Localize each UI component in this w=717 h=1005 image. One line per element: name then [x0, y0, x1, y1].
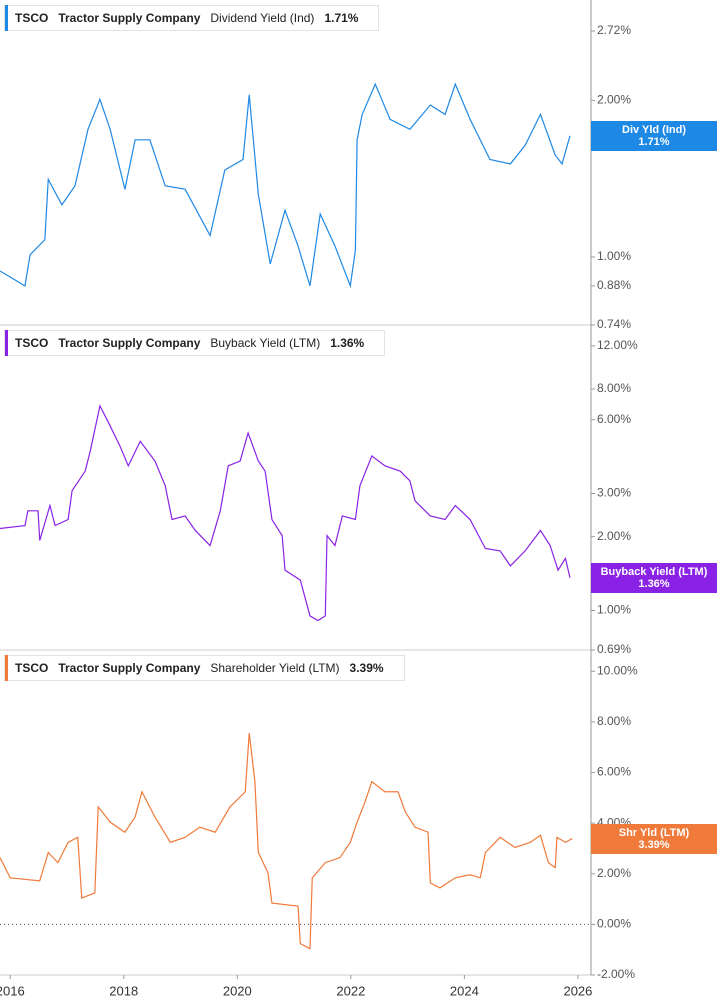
end-tag-value: 3.39%: [638, 838, 670, 851]
legend-series: Dividend Yield (Ind): [210, 11, 315, 25]
legend-ticker: TSCO: [15, 336, 49, 350]
y-tick-label: 2.72%: [597, 23, 631, 37]
legend-series: Buyback Yield (LTM): [210, 336, 321, 350]
legend-swatch: [5, 330, 8, 356]
y-tick-label: 3.00%: [597, 486, 631, 500]
y-tick-label: 6.00%: [597, 765, 631, 779]
legend-value: 1.36%: [330, 336, 365, 350]
legend-company: Tractor Supply Company: [58, 336, 201, 350]
y-tick-label: 12.00%: [597, 338, 638, 352]
legend-series: Shareholder Yield (LTM): [210, 661, 340, 675]
line-series: [0, 404, 571, 622]
legend: TSCO Tractor Supply Company Dividend Yield…: [4, 5, 380, 31]
x-tick-label: 2020: [223, 983, 252, 998]
y-tick-label: 1.00%: [597, 603, 631, 617]
y-tick-label: 8.00%: [597, 714, 631, 728]
end-tag-value: 1.71%: [638, 135, 670, 148]
legend: TSCO Tractor Supply Company Buyback Yield …: [4, 330, 386, 356]
legend: TSCO Tractor Supply Company Shareholder Yi…: [4, 655, 405, 681]
end-tag-value: 1.36%: [638, 577, 670, 590]
y-tick-label: -2.00%: [597, 967, 635, 981]
y-tick-label: 8.00%: [597, 381, 631, 395]
legend-swatch: [5, 655, 8, 681]
x-tick-label: 2024: [450, 983, 479, 998]
x-tick-label: 2016: [0, 983, 25, 998]
legend-value: 3.39%: [349, 661, 384, 675]
y-tick-label: 1.00%: [597, 249, 631, 263]
y-tick-label: 10.00%: [597, 663, 638, 677]
y-tick-label: 0.74%: [597, 317, 631, 331]
y-tick-label: 2.00%: [597, 529, 631, 543]
end-tag-label: Div Yld (Ind): [622, 123, 686, 136]
legend-company: Tractor Supply Company: [58, 11, 201, 25]
legend-ticker: TSCO: [15, 661, 49, 675]
x-tick-label: 2026: [563, 983, 592, 998]
line-series: [0, 82, 571, 289]
y-tick-label: 0.88%: [597, 278, 631, 292]
y-tick-label: 2.00%: [597, 93, 631, 107]
y-tick-label: 6.00%: [597, 412, 631, 426]
end-tag-label: Buyback Yield (LTM): [600, 565, 708, 578]
line-series: [0, 732, 573, 950]
end-tag: Div Yld (Ind) 1.71%: [591, 120, 717, 151]
x-tick-label: 2018: [109, 983, 138, 998]
end-tag: Shr Yld (LTM) 3.39%: [591, 823, 717, 854]
legend-ticker: TSCO: [15, 11, 49, 25]
legend-company: Tractor Supply Company: [58, 661, 201, 675]
end-tag: Buyback Yield (LTM) 1.36%: [591, 562, 717, 593]
end-tag-label: Shr Yld (LTM): [618, 826, 690, 839]
legend-value: 1.71%: [324, 11, 359, 25]
legend-swatch: [5, 5, 8, 31]
y-tick-label: 0.00%: [597, 917, 631, 931]
x-tick-label: 2022: [336, 983, 365, 998]
y-tick-label: 2.00%: [597, 866, 631, 880]
y-tick-label: 0.69%: [597, 642, 631, 656]
